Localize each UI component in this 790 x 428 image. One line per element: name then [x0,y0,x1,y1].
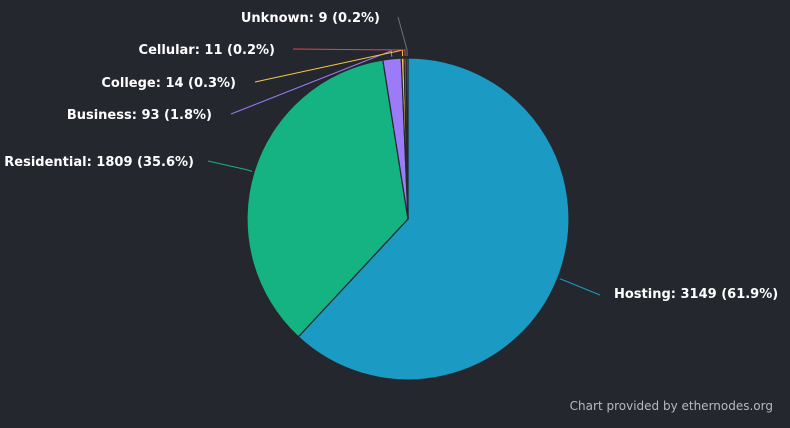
chart-credit[interactable]: Chart provided by ethernodes.org [569,399,773,413]
pie-slice-hosting[interactable] [297,57,570,381]
connector-business [230,50,393,115]
label-connectors [207,16,601,296]
pie-slice-residential[interactable] [246,59,409,338]
slice-label-unknown: Unknown: 9 (0.2%) [241,11,380,26]
pie-slice-unknown[interactable] [405,57,409,220]
connector-residential [207,160,253,172]
connector-unknown [397,16,408,57]
slice-label-hosting: Hosting: 3149 (61.9%) [614,287,778,302]
pie-slices [246,57,570,381]
slice-label-business: Business: 93 (1.8%) [67,108,212,123]
slice-labels: Hosting: 3149 (61.9%) Residential: 1809 (… [4,11,778,302]
slice-label-college: College: 14 (0.3%) [101,76,236,91]
connector-hosting [559,278,601,296]
slice-label-residential: Residential: 1809 (35.6%) [4,155,194,170]
connector-cellular [292,48,406,57]
slice-label-cellular: Cellular: 11 (0.2%) [139,43,275,58]
